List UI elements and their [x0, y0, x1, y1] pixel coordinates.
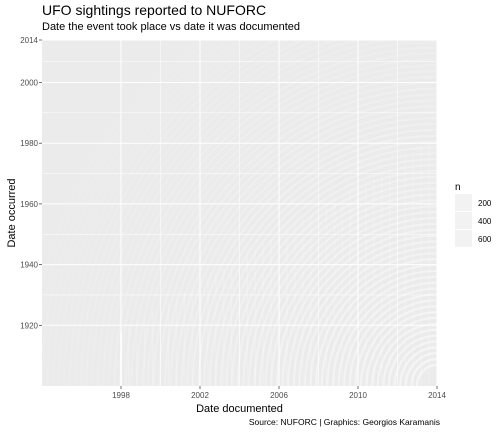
data-arc [102, 40, 393, 386]
data-arc [79, 40, 306, 386]
data-arc [236, 175, 437, 386]
data-arc [253, 193, 437, 386]
data-arc [208, 146, 437, 386]
data-arc [331, 275, 437, 386]
data-arc [175, 111, 437, 386]
y-tick-label: 2000 [20, 78, 38, 87]
chart-caption: Source: NUFORC | Graphics: Georgios Kara… [248, 417, 440, 427]
data-arc [315, 258, 437, 386]
chart-title: UFO sightings reported to NUFORC [42, 2, 267, 18]
data-arc [303, 246, 437, 386]
data-arc [42, 40, 202, 292]
data-arc [259, 199, 437, 386]
data-arc [387, 334, 437, 386]
data-arc [343, 287, 437, 386]
legend-label: 400 [478, 217, 492, 226]
data-arc [337, 281, 437, 386]
data-arc [354, 299, 437, 386]
data-arc [287, 228, 437, 386]
data-arc [158, 93, 437, 386]
data-arc [242, 181, 437, 386]
legend: n 200 400 600 [455, 182, 492, 247]
data-arc [410, 358, 437, 386]
legend-key [455, 230, 472, 247]
data-arc [42, 40, 211, 323]
data-arc [63, 40, 266, 386]
data-arc [270, 211, 437, 386]
data-arc [219, 158, 437, 386]
legend-key [455, 212, 472, 229]
data-arc [85, 40, 322, 386]
data-arc [124, 58, 437, 386]
data-arc [135, 69, 437, 386]
y-tick-label: 1980 [20, 139, 38, 148]
x-tick-label: 2006 [270, 391, 288, 400]
y-tick-label: 1960 [20, 200, 38, 209]
legend-title: n [455, 182, 461, 193]
grid-lines [42, 39, 438, 386]
data-arc [371, 316, 437, 386]
data-arc [231, 169, 437, 386]
data-arc [51, 40, 242, 386]
data-arc [163, 99, 437, 386]
data-arc [96, 40, 362, 386]
data-arc [376, 322, 437, 386]
data-arc [393, 340, 437, 386]
data-arc [298, 240, 437, 386]
y-tick-label: 1940 [20, 261, 38, 270]
data-arc [264, 205, 437, 386]
data-arc [348, 293, 437, 386]
data-arc [191, 128, 437, 386]
data-arc [292, 234, 437, 386]
legend-label: 200 [478, 199, 492, 208]
data-arc [113, 46, 437, 386]
data-arc [309, 252, 437, 386]
data-arc [320, 263, 437, 386]
data-arc [365, 310, 437, 386]
data-arc [141, 75, 437, 386]
data-arc [247, 187, 437, 386]
y-tick-label: 2014 [20, 36, 38, 45]
x-tick-label: 2002 [191, 391, 209, 400]
data-arc [214, 152, 437, 386]
data-arc [197, 134, 437, 386]
x-axis-label: Date documented [196, 403, 283, 415]
data-arc [119, 52, 437, 386]
data-arc [74, 40, 291, 386]
y-axis-label: Date occurred [6, 178, 18, 247]
data-arc [91, 40, 340, 386]
data-arc [107, 40, 437, 386]
data-arc [225, 163, 437, 386]
x-tick-label: 2014 [428, 391, 446, 400]
data-marks [42, 40, 437, 386]
data-arc [275, 216, 437, 386]
data-arc [359, 305, 437, 386]
data-arc [180, 116, 437, 386]
data-arc [152, 87, 437, 386]
data-arc [203, 140, 437, 386]
data-arc [399, 346, 437, 386]
chart-subtitle: Date the event took place vs date it was… [42, 21, 301, 33]
x-tick-label: 1998 [112, 391, 130, 400]
data-arc [382, 328, 437, 386]
data-arc [415, 363, 437, 386]
data-arc [186, 122, 437, 386]
axes: 1998 2002 2006 2010 2014 1920 1940 1960 1980 2000… [6, 36, 446, 415]
data-arc [326, 269, 437, 386]
y-tick-label: 1920 [20, 321, 38, 330]
data-arc [46, 40, 232, 386]
data-arc [404, 352, 437, 386]
data-arc [169, 105, 437, 386]
data-arc [147, 81, 437, 386]
data-arc [281, 222, 437, 386]
data-arc [57, 40, 254, 386]
data-arc [42, 40, 221, 386]
legend-key [455, 194, 472, 211]
data-arc [68, 40, 278, 386]
data-arc [130, 64, 437, 386]
x-tick-label: 2010 [349, 391, 367, 400]
legend-label: 600 [478, 235, 492, 244]
